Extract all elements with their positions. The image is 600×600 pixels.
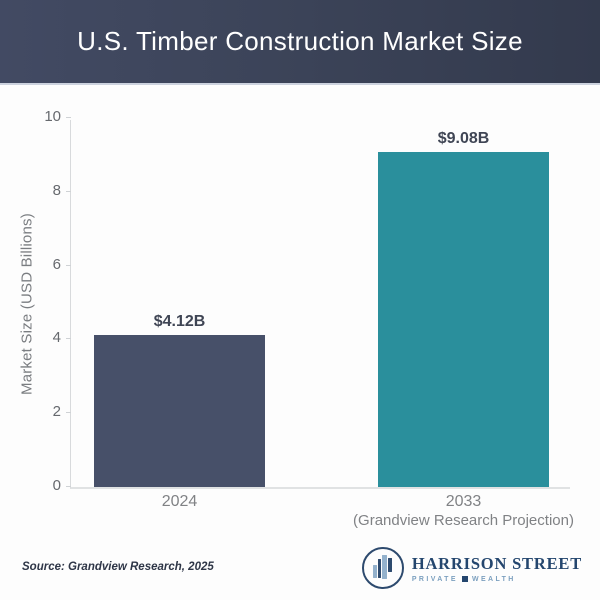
y-tick-mark (66, 486, 71, 487)
logo-tagline: PRIVATE WEALTH (412, 576, 582, 583)
y-tick-label: 0 (52, 477, 61, 494)
y-tick-label: 10 (44, 108, 61, 125)
y-tick-mark (66, 190, 71, 192)
bar-group-2024: $4.12B 2024 (94, 120, 265, 510)
bar-2024 (94, 334, 265, 487)
y-tick-mark (66, 117, 71, 118)
bar-chart-plot-area: $4.12B 2024 $9.08B 2033 (Grandview Resea… (44, 108, 574, 529)
value-label-2033: $9.08B (437, 129, 490, 147)
header-banner: U.S. Timber Construction Market Size (0, 0, 600, 85)
logo-square-icon (461, 576, 468, 582)
y-tick-label: 8 (52, 181, 61, 199)
logo-buildings-icon (361, 547, 404, 589)
chart-title: U.S. Timber Construction Market Size (77, 26, 523, 56)
y-tick-mark (66, 412, 71, 414)
y-axis-label: Market Size (USD Billions) (18, 213, 36, 396)
logo-bar-icon (382, 555, 388, 579)
x-tick-label-2024: 2024 (34, 492, 325, 511)
x-tick-label-2033: 2033 (Grandview Research Projection) (318, 492, 600, 530)
logo-bar-icon (373, 564, 378, 578)
y-tick-label: 4 (52, 329, 61, 347)
x-tick-year: 2024 (161, 493, 198, 510)
logo-text-block: HARRISON STREET PRIVATE WEALTH (412, 554, 582, 583)
source-note: Source: Grandview Research, 2025 (22, 561, 214, 573)
logo-bar-icon (388, 558, 393, 572)
y-tick-mark (66, 264, 71, 266)
y-tick-mark (66, 338, 71, 340)
logo-tagline-private: PRIVATE (411, 575, 458, 583)
x-tick-year: 2033 (445, 493, 482, 510)
value-label-2024: $4.12B (153, 312, 206, 330)
logo-bar-icon (378, 558, 382, 578)
bar-2033 (378, 151, 549, 487)
y-tick-label: 6 (52, 255, 61, 273)
bar-group-2033: $9.08B 2033 (Grandview Research Projecti… (353, 120, 574, 529)
y-tick-label: 2 (52, 403, 61, 421)
logo-tagline-wealth: WEALTH (471, 575, 516, 583)
harrison-street-logo: HARRISON STREET PRIVATE WEALTH (361, 547, 582, 589)
x-tick-sublabel: (Grandview Research Projection) (353, 512, 574, 529)
logo-company-name: HARRISON STREET (411, 553, 582, 573)
